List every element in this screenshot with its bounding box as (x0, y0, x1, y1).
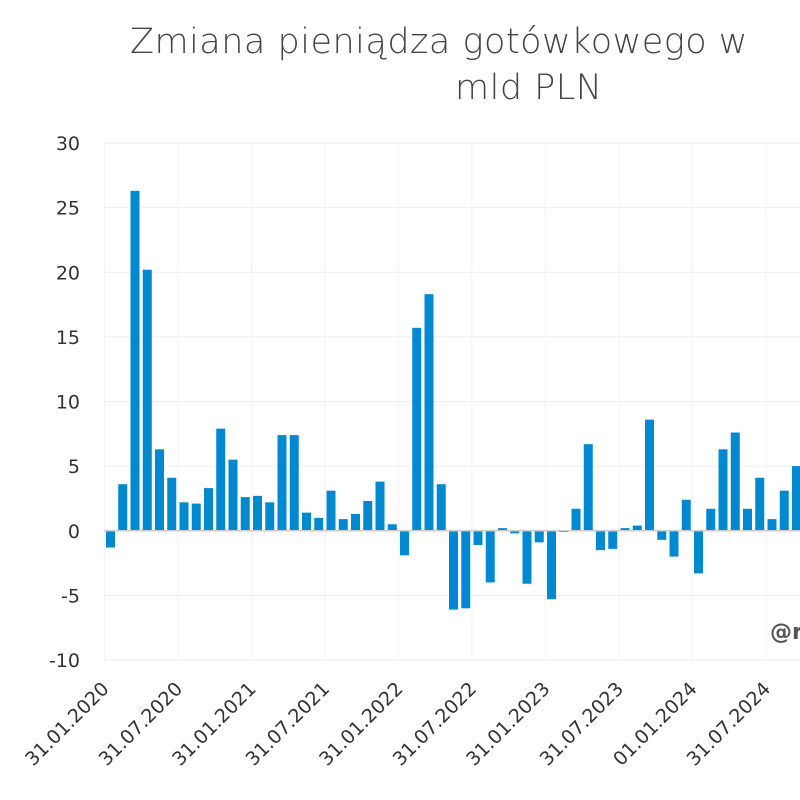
bar (792, 466, 800, 531)
y-tick-label: 10 (56, 392, 80, 414)
bar (106, 530, 115, 548)
bars (106, 190, 800, 610)
bar (204, 488, 213, 531)
y-tick-label: 30 (56, 133, 80, 155)
bar (694, 530, 703, 574)
chart-title-line-1: Zmiana pieniądza gotówkowego w (130, 22, 748, 62)
y-tick-label: 0 (68, 521, 80, 543)
bar (167, 477, 177, 531)
bar (608, 530, 618, 549)
bar (253, 495, 262, 531)
bar (620, 528, 630, 531)
bar (130, 190, 140, 531)
y-axis-ticks: 30 25 20 15 10 5 0 -5 -10 (49, 133, 80, 672)
y-tick-label: 15 (56, 327, 80, 349)
bar (657, 530, 667, 540)
bar (534, 530, 544, 543)
y-tick-label: -5 (61, 585, 80, 607)
bar (179, 502, 189, 531)
bar (596, 530, 605, 551)
bar (118, 484, 128, 531)
bar (142, 269, 152, 531)
bar (375, 481, 385, 531)
bar (289, 435, 299, 531)
bar (424, 294, 434, 531)
bar (767, 519, 777, 531)
bar (461, 530, 471, 609)
bar (743, 508, 752, 531)
bar (547, 530, 556, 600)
bar (583, 444, 593, 531)
bar (191, 503, 201, 531)
y-tick-label: 5 (68, 456, 80, 478)
bar (326, 490, 336, 531)
bar (277, 435, 287, 531)
y-tick-label: -10 (49, 650, 80, 672)
bar (730, 432, 740, 531)
bar (779, 490, 789, 531)
bar (718, 449, 728, 531)
bar (351, 513, 360, 531)
bar (498, 528, 507, 531)
bar (510, 530, 520, 534)
bar (681, 499, 691, 531)
bar (632, 525, 642, 531)
bar (755, 477, 765, 531)
bar (387, 524, 397, 531)
bar (473, 530, 483, 545)
bar (240, 497, 250, 531)
y-tick-label: 25 (56, 198, 80, 220)
bar (412, 327, 422, 531)
bar (363, 501, 373, 531)
bar (265, 502, 275, 531)
bar (522, 530, 532, 584)
bar (449, 530, 458, 610)
bar (228, 459, 238, 531)
bar (669, 530, 679, 557)
bar (338, 519, 348, 531)
bar (571, 508, 581, 531)
bar (216, 428, 226, 531)
bar (436, 484, 446, 531)
bar (706, 508, 716, 531)
x-axis-ticks: 31.01.202031.07.202031.01.202131.07.2021… (21, 678, 775, 770)
bar (485, 530, 495, 583)
bar (645, 419, 654, 531)
watermark: @r (770, 620, 800, 645)
bar (400, 530, 409, 556)
bar (314, 517, 324, 531)
y-tick-label: 20 (56, 262, 80, 284)
bar (302, 512, 311, 531)
chart-title-line-2: mld PLN (455, 68, 603, 108)
bar (155, 449, 164, 531)
